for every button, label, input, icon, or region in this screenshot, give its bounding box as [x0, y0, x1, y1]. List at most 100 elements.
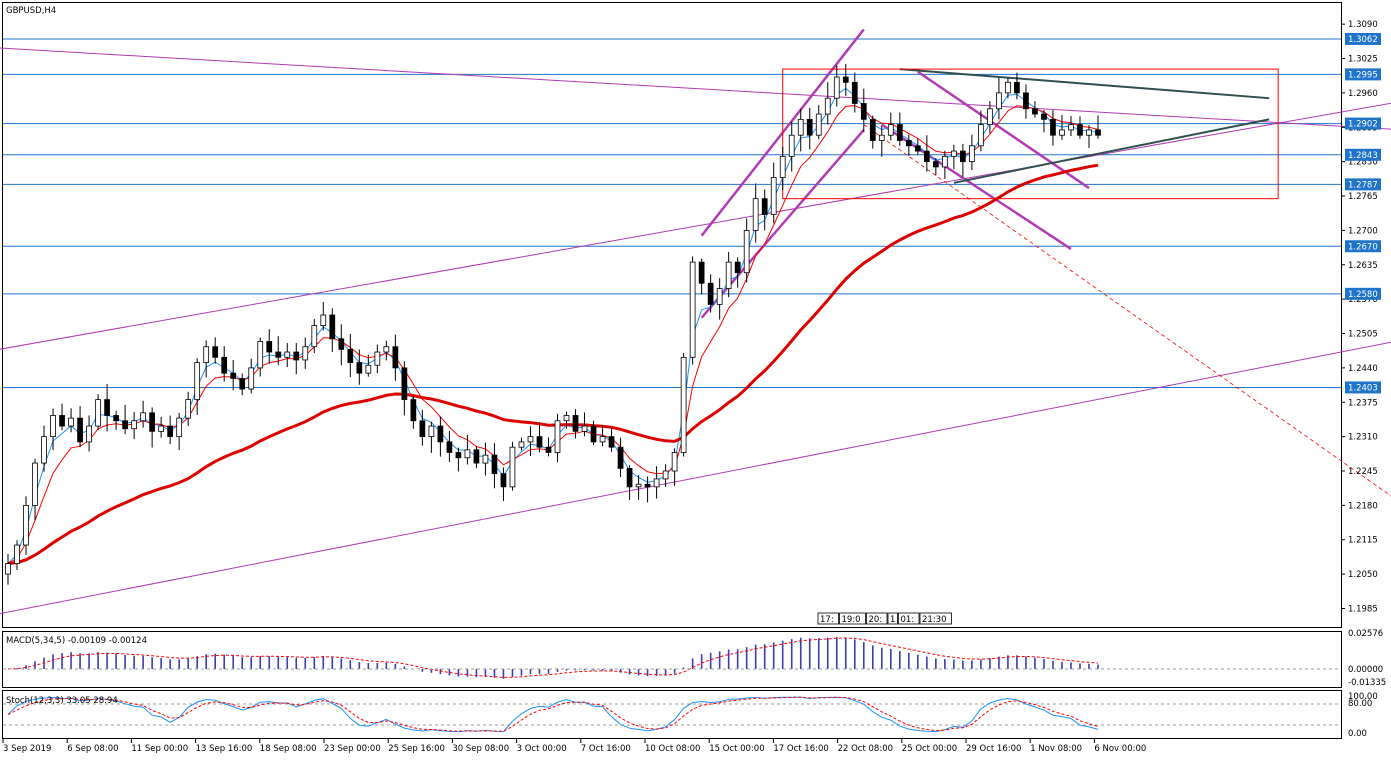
candle-body [365, 364, 372, 374]
stoch-main-line [7, 696, 1099, 733]
candle-body [978, 124, 984, 147]
candle-body [987, 108, 993, 126]
price-level-label: 1.3062 [1348, 35, 1378, 45]
candle-body [743, 229, 750, 274]
candle-body [491, 454, 498, 475]
candle-body [131, 420, 137, 430]
candle-body [23, 504, 29, 546]
x-tick-label: 10 Oct 08:00 [645, 744, 700, 754]
y-tick-label: 1.2505 [1348, 330, 1378, 340]
candle-body [1059, 129, 1065, 136]
price-level-label: 1.2843 [1348, 151, 1378, 161]
macd-tick-label: -0.01335 [1348, 678, 1386, 688]
macd-panel-frame [2, 631, 1342, 688]
candle-body [860, 103, 867, 120]
x-tick-label: 7 Oct 16:00 [581, 744, 631, 754]
candle-body [680, 356, 687, 453]
time-label: 01: [901, 615, 915, 625]
candle-body [410, 399, 417, 422]
macd-label: MACD(5,34,5) -0.00109 -0.00124 [6, 636, 147, 646]
pennant-upper-line [917, 70, 1090, 190]
candle-body [500, 473, 507, 488]
candle-body [951, 150, 957, 157]
candle-body [32, 462, 38, 506]
candle-body [311, 325, 318, 348]
candle-body [5, 563, 11, 575]
candle-body [158, 425, 164, 432]
y-tick-label: 1.3090 [1348, 20, 1378, 30]
candle-body [1086, 129, 1092, 136]
time-label-box [839, 612, 866, 625]
candle-body [473, 449, 480, 464]
candle-body [969, 145, 975, 163]
candle-body [707, 282, 714, 305]
candle-body [689, 261, 696, 358]
candle-body [149, 412, 155, 432]
price-level-label: 1.2787 [1348, 180, 1378, 190]
price-level-label: 1.2902 [1348, 120, 1378, 130]
candle-body [788, 134, 795, 157]
candle-body [960, 150, 966, 163]
candle-body [635, 483, 642, 488]
macd-tick-label: 0.00000 [1348, 665, 1383, 675]
candle-body [59, 415, 65, 427]
time-label: 17: [820, 615, 834, 625]
candle-body [140, 412, 146, 422]
channel-upper-line [0, 102, 1391, 350]
candle-body [1068, 124, 1074, 131]
y-tick-label: 1.2375 [1348, 398, 1378, 408]
price-level-label: 1.2995 [1348, 70, 1378, 80]
chart-title: GBPUSD,H4 [6, 6, 56, 16]
candle-body [626, 467, 633, 488]
candle-body [545, 446, 552, 453]
time-label-box [866, 612, 888, 625]
y-tick-label: 1.2050 [1348, 570, 1378, 580]
y-tick-label: 1.2700 [1348, 226, 1378, 236]
candle-body [716, 288, 723, 305]
y-tick-label: 1.2440 [1348, 364, 1378, 374]
candle-body [824, 97, 831, 115]
x-tick-label: 22 Oct 08:00 [838, 744, 893, 754]
x-tick-label: 6 Sep 08:00 [67, 744, 118, 754]
candle-body [581, 425, 588, 432]
candle-body [617, 446, 624, 469]
candle-body [401, 367, 408, 401]
candle-body [320, 314, 327, 326]
candle-body [275, 351, 282, 358]
y-tick-label: 1.2635 [1348, 261, 1378, 271]
candle-body [671, 452, 678, 472]
candle-body [167, 425, 174, 438]
macd-signal-line [7, 637, 1099, 678]
time-label: 19:0 [842, 615, 861, 625]
candle-body [815, 113, 822, 136]
price-level-tag [1345, 68, 1381, 81]
candle-body [842, 76, 849, 83]
candle-body [905, 140, 912, 147]
y-tick-label: 1.2245 [1348, 467, 1378, 477]
candle-body [392, 346, 399, 369]
candle-body [86, 425, 92, 443]
y-tick-label: 1.2570 [1348, 295, 1378, 305]
stoch-signal-line [7, 696, 1099, 732]
candle-body [446, 441, 453, 453]
candle-body [482, 454, 489, 464]
candle-body [185, 399, 192, 419]
stoch-label: Stoch(12,3,3) 33.05 28.94 [6, 696, 118, 706]
candle-body [14, 544, 20, 564]
candle-body [266, 341, 273, 353]
time-label-box [898, 612, 920, 625]
x-tick-label: 6 Nov 00:00 [1094, 744, 1146, 754]
candle-body [104, 399, 110, 416]
time-label-box [887, 612, 898, 625]
ema-fast-line [7, 87, 1099, 564]
candle-body [77, 417, 83, 443]
candle-body [347, 348, 354, 363]
macd-tick-label: 0.02576 [1348, 629, 1383, 639]
x-tick-label: 25 Oct 00:00 [902, 744, 957, 754]
time-label: 1 [890, 615, 895, 625]
resistance-line [0, 47, 1391, 130]
triangle-upper-line [899, 68, 1270, 100]
candle-body [887, 124, 894, 136]
main-panel-frame [2, 2, 1342, 628]
y-tick-label: 1.2310 [1348, 433, 1378, 443]
